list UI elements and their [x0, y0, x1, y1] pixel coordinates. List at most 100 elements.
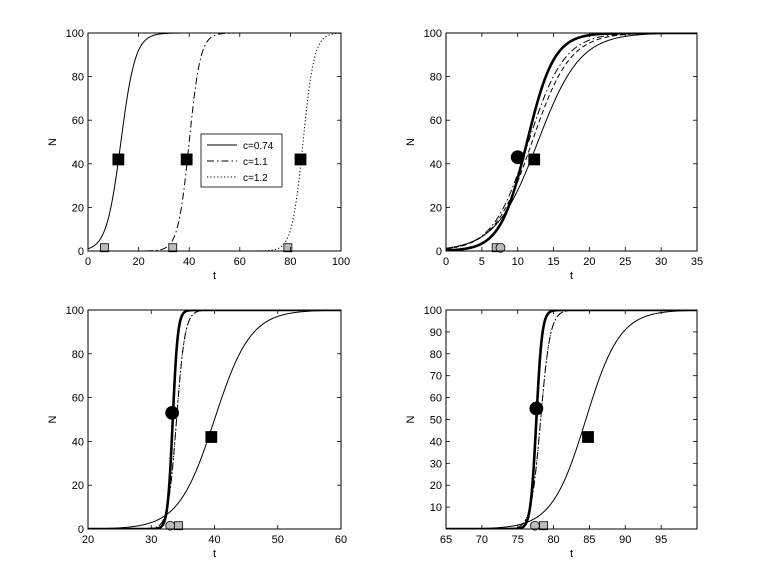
square-marker-5 — [168, 243, 178, 253]
series-line-4 — [446, 310, 697, 529]
square-marker-2 — [528, 153, 541, 166]
series-line-1 — [446, 33, 697, 251]
square-marker-4 — [539, 521, 548, 531]
x-tick-label: 80 — [284, 256, 296, 268]
square-marker-4 — [174, 521, 183, 531]
x-tick-label: 20 — [583, 256, 595, 268]
square-marker-6 — [283, 243, 293, 253]
x-axis-label: t — [570, 548, 573, 560]
x-tick-label: 0 — [443, 256, 449, 268]
x-tick-label: 65 — [440, 534, 452, 546]
y-tick-label: 80 — [430, 349, 442, 361]
plot-panel-2: 0 5 10 15 20 25 30 35 0 20 40 60 80 100 t N — [405, 28, 703, 282]
square-marker-1 — [112, 153, 125, 166]
x-tick-label: 75 — [512, 534, 524, 546]
y-tick-label: 100 — [424, 28, 442, 40]
series-line-3 — [446, 33, 697, 250]
y-tick-label: 10 — [430, 502, 442, 514]
square-marker-2 — [205, 431, 218, 443]
x-tick-label: 95 — [655, 534, 667, 546]
x-axis-label: t — [213, 548, 216, 560]
y-tick-label: 60 — [72, 393, 84, 405]
y-tick-label: 40 — [430, 436, 442, 448]
x-tick-label: 90 — [619, 534, 631, 546]
x-tick-label: 100 — [332, 256, 350, 268]
circle-marker-1 — [529, 401, 544, 416]
x-tick-label: 5 — [479, 256, 485, 268]
y-tick-label: 40 — [72, 159, 84, 171]
series-line-2 — [446, 310, 697, 529]
series-line-1 — [446, 310, 697, 529]
y-axis-label: N — [405, 138, 417, 146]
x-tick-label: 40 — [183, 256, 195, 268]
axes-frame — [87, 32, 342, 252]
x-tick-label: 60 — [335, 534, 347, 546]
y-tick-label: 20 — [430, 202, 442, 214]
circle-marker-4 — [495, 242, 506, 253]
y-tick-label: 100 — [424, 305, 442, 317]
x-tick-label: 70 — [476, 534, 488, 546]
y-tick-label: 100 — [66, 305, 84, 317]
x-tick-label: 20 — [82, 534, 94, 546]
x-tick-label: 10 — [512, 256, 524, 268]
y-axis-label: N — [47, 138, 59, 146]
plot-panel-4: 65 70 75 80 85 90 95 10 20 30 40 50 60 70 80 90 100 t N — [405, 305, 698, 560]
x-tick-label: 20 — [132, 256, 144, 268]
x-axis-label: t — [213, 270, 216, 282]
y-tick-label: 20 — [72, 480, 84, 492]
series-line-3 — [446, 310, 697, 529]
plot-panel-1: 0 20 40 60 80 100 0 20 40 60 80 100 t N c=0.74 c=1.1 c=1… — [47, 28, 350, 282]
y-tick-label: 90 — [430, 327, 442, 339]
x-tick-label: 50 — [272, 534, 284, 546]
y-tick-label: 60 — [72, 115, 84, 127]
legend: c=0.74 c=1.1 c=1.2 — [200, 133, 283, 188]
legend-label-2: c=1.1 — [243, 157, 268, 168]
legend-label-1: c=0.74 — [243, 141, 274, 152]
y-tick-label: 20 — [430, 480, 442, 492]
circle-marker-1 — [165, 406, 180, 420]
x-tick-label: 40 — [208, 534, 220, 546]
y-tick-label: 40 — [430, 159, 442, 171]
y-axis-label: N — [47, 415, 59, 423]
x-tick-label: 25 — [619, 256, 631, 268]
series-line-1 — [88, 33, 341, 250]
square-marker-2 — [180, 153, 193, 166]
y-tick-label: 0 — [436, 246, 442, 258]
series-line-2 — [88, 33, 341, 251]
y-tick-label: 0 — [78, 524, 84, 536]
y-tick-label: 60 — [430, 393, 442, 405]
x-tick-label: 85 — [583, 534, 595, 546]
x-axis-label: t — [570, 270, 573, 282]
series-line-4 — [446, 33, 697, 249]
y-axis-label: N — [405, 415, 417, 423]
x-tick-label: 0 — [85, 256, 91, 268]
y-tick-label: 0 — [78, 246, 84, 258]
y-tick-label: 80 — [430, 72, 442, 84]
y-tick-label: 80 — [72, 72, 84, 84]
circle-marker-1 — [510, 150, 525, 165]
y-tick-label: 40 — [72, 436, 84, 448]
square-marker-4 — [100, 243, 109, 253]
x-tick-label: 60 — [234, 256, 246, 268]
y-tick-label: 100 — [66, 28, 84, 40]
square-marker-2 — [582, 431, 594, 443]
x-tick-label: 15 — [547, 256, 559, 268]
y-tick-label: 60 — [430, 115, 442, 127]
y-tick-label: 30 — [430, 458, 442, 470]
y-tick-label: 20 — [72, 202, 84, 214]
y-tick-label: 70 — [430, 371, 442, 383]
series-line-2 — [446, 33, 697, 250]
axes-frame — [445, 309, 698, 530]
series-line-4 — [88, 310, 341, 529]
x-tick-label: 30 — [145, 534, 157, 546]
legend-box — [200, 133, 283, 188]
square-marker-3 — [294, 153, 307, 166]
legend-label-3: c=1.2 — [243, 173, 268, 184]
y-tick-label: 50 — [430, 415, 442, 427]
x-tick-label: 35 — [691, 256, 703, 268]
y-tick-label: 80 — [72, 349, 84, 361]
x-tick-label: 80 — [547, 534, 559, 546]
axes-frame — [445, 32, 698, 252]
